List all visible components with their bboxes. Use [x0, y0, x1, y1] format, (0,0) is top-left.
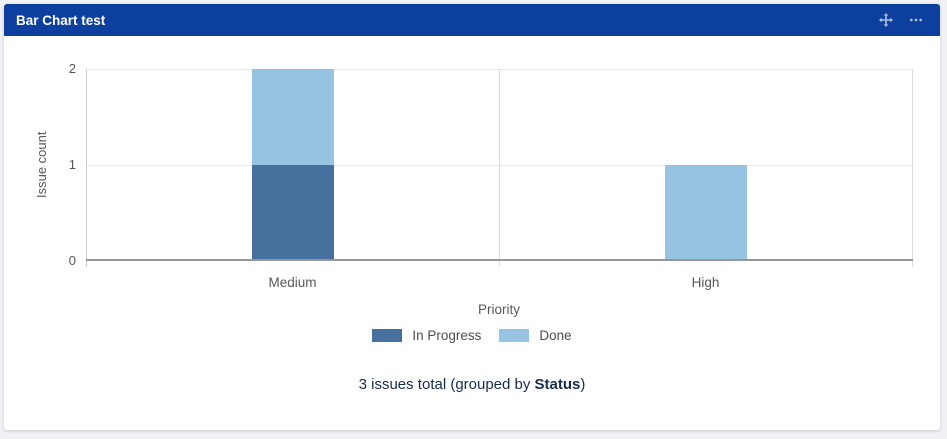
bar-segment-high-done[interactable] [664, 165, 747, 261]
move-gadget-button[interactable] [876, 10, 896, 30]
legend-label: Done [539, 328, 572, 343]
x-axis-title: Priority [477, 302, 520, 317]
legend-swatch-in-progress [372, 329, 403, 342]
legend-item-done: Done [499, 328, 572, 343]
legend-label: In Progress [412, 328, 482, 343]
bar-segment-medium-done[interactable] [251, 69, 334, 165]
y-tick-label-0: 0 [68, 253, 76, 269]
gadget-header[interactable]: Bar Chart test [4, 4, 940, 36]
issues-total-caption: 3 issues total (grouped by Status) [4, 376, 940, 393]
category-label-high: High [691, 275, 720, 290]
y-axis-tick-labels: 0 1 2 [44, 61, 76, 268]
y-tick-label-1: 1 [68, 157, 76, 173]
caption-group-by-value: Status [534, 376, 581, 393]
legend-item-in-progress: In Progress [372, 328, 481, 343]
category-label-medium: Medium [268, 275, 317, 290]
chart-legend: In Progress Done [4, 328, 940, 343]
y-axis-line [86, 69, 87, 267]
plot-area [86, 69, 913, 267]
more-options-button[interactable] [906, 10, 926, 30]
caption-text-before: 3 issues total (grouped by [358, 376, 535, 393]
gadget-header-actions [876, 10, 940, 30]
bar-segment-medium-in-progress[interactable] [251, 165, 334, 261]
gadget-title: Bar Chart test [16, 12, 106, 28]
category-boundary-line [912, 69, 913, 267]
category-boundary-line [499, 69, 500, 267]
x-axis-line [86, 259, 913, 261]
ellipsis-icon [908, 12, 924, 28]
x-axis-category-labels: Medium High [86, 275, 912, 293]
move-icon [878, 12, 894, 28]
legend-swatch-done [499, 329, 530, 342]
y-tick-label-2: 2 [68, 61, 76, 77]
caption-text-after: ) [580, 376, 586, 393]
